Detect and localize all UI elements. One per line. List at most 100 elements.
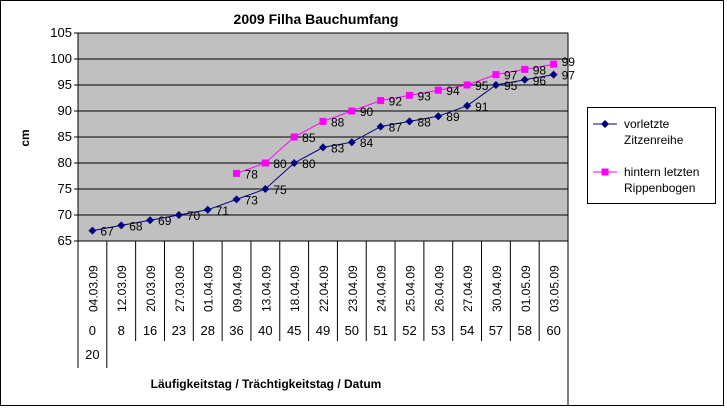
data-label: 80 (273, 157, 287, 171)
data-point-square (521, 65, 529, 73)
x-date-label: 26.04.09 (432, 265, 446, 312)
legend: vorletzte Zitzenreihe hintern letzten Rippe… (587, 107, 716, 204)
x-day-label: 50 (345, 323, 359, 338)
data-point-square (492, 71, 500, 79)
data-label: 80 (302, 157, 316, 171)
x-extra-label: 20 (85, 347, 99, 362)
data-point-square (290, 133, 298, 141)
y-tick-label: 95 (58, 77, 72, 92)
data-point-square (377, 97, 385, 105)
y-tick-label: 65 (58, 233, 72, 248)
x-axis-label: Läufigkeitstag / Trächtigkeitstag / Datu… (151, 377, 382, 391)
data-point-diamond (117, 221, 126, 230)
x-day-label: 8 (118, 323, 125, 338)
data-point-square (233, 169, 241, 177)
data-label: 90 (360, 105, 374, 119)
x-date-label: 25.04.09 (403, 265, 417, 312)
data-point-diamond (232, 195, 241, 204)
y-tick-label: 105 (50, 25, 72, 40)
x-day-label: 52 (402, 323, 416, 338)
data-label: 85 (302, 131, 316, 145)
y-axis-label: cm (18, 129, 32, 146)
data-point-square (550, 60, 558, 68)
data-point-diamond (290, 159, 299, 167)
x-day-label: 23 (172, 323, 186, 338)
data-point-square (319, 117, 327, 125)
data-label: 75 (273, 183, 287, 197)
x-day-label: 45 (287, 323, 301, 338)
x-date-label: 04.03.09 (86, 265, 100, 312)
series-line-2 (236, 63, 554, 174)
data-label: 84 (360, 136, 374, 150)
data-label: 95 (475, 79, 489, 93)
data-label: 88 (417, 115, 431, 129)
data-label: 94 (446, 84, 460, 98)
data-label: 78 (245, 167, 259, 181)
y-tick-label: 70 (58, 207, 72, 222)
x-date-label: 27.04.09 (461, 265, 475, 312)
x-date-label: 09.04.09 (231, 265, 245, 312)
x-day-label: 54 (460, 323, 474, 338)
data-label: 96 (533, 74, 547, 88)
data-label: 71 (216, 204, 230, 218)
x-date-label: 24.04.09 (375, 265, 389, 312)
data-label: 97 (562, 69, 576, 83)
data-point-square (261, 159, 269, 167)
data-point-square (405, 91, 413, 99)
x-date-label: 20.03.09 (144, 265, 158, 312)
data-label: 73 (245, 193, 259, 207)
data-label: 83 (331, 141, 345, 155)
data-point-square (348, 107, 356, 115)
x-day-label: 57 (489, 323, 503, 338)
x-day-label: 49 (316, 323, 330, 338)
data-point-square (601, 168, 609, 176)
data-label: 99 (562, 55, 576, 69)
data-point-diamond (146, 216, 155, 225)
data-label: 89 (446, 110, 460, 124)
data-point-diamond (491, 81, 500, 89)
x-day-label: 0 (89, 323, 96, 338)
x-day-label: 51 (373, 323, 387, 338)
data-point-square (463, 81, 471, 89)
x-date-label: 13.04.09 (259, 265, 273, 312)
data-point-diamond (434, 112, 443, 121)
x-date-label: 18.04.09 (288, 265, 302, 312)
data-point-diamond (376, 122, 385, 131)
data-label: 98 (533, 63, 547, 77)
data-point-diamond (405, 117, 414, 126)
x-date-label: 22.04.09 (317, 265, 331, 312)
data-point-diamond (88, 226, 97, 235)
data-point-diamond (174, 211, 183, 219)
y-tick-label: 85 (58, 129, 72, 144)
data-label: 93 (417, 89, 431, 103)
data-point-diamond (261, 185, 270, 193)
data-label: 69 (158, 214, 172, 228)
x-date-label: 30.04.09 (490, 265, 504, 312)
data-label: 68 (129, 219, 143, 233)
data-label: 88 (331, 115, 345, 129)
y-tick-label: 75 (58, 181, 72, 196)
data-label: 67 (100, 225, 114, 239)
x-day-label: 16 (143, 323, 157, 338)
legend-entry-2: hintern letzten Rippenbogen (624, 165, 699, 195)
data-label: 92 (389, 95, 403, 109)
x-day-label: 53 (431, 323, 445, 338)
data-point-diamond (520, 75, 529, 84)
x-date-label: 01.04.09 (202, 265, 216, 312)
x-date-label: 03.05.09 (548, 265, 562, 312)
data-label: 87 (389, 121, 403, 135)
data-point-diamond (347, 138, 356, 147)
x-date-label: 23.04.09 (346, 265, 360, 312)
x-day-label: 36 (229, 323, 243, 338)
data-point-diamond (319, 143, 327, 152)
data-label: 95 (504, 79, 518, 93)
x-day-label: 40 (258, 323, 272, 338)
y-tick-label: 90 (58, 103, 72, 118)
x-day-label: 28 (200, 323, 214, 338)
data-label: 70 (187, 209, 201, 223)
chart-title: 2009 Filha Bauchumfang (234, 11, 399, 27)
x-day-label: 58 (518, 323, 532, 338)
y-tick-label: 80 (58, 155, 72, 170)
